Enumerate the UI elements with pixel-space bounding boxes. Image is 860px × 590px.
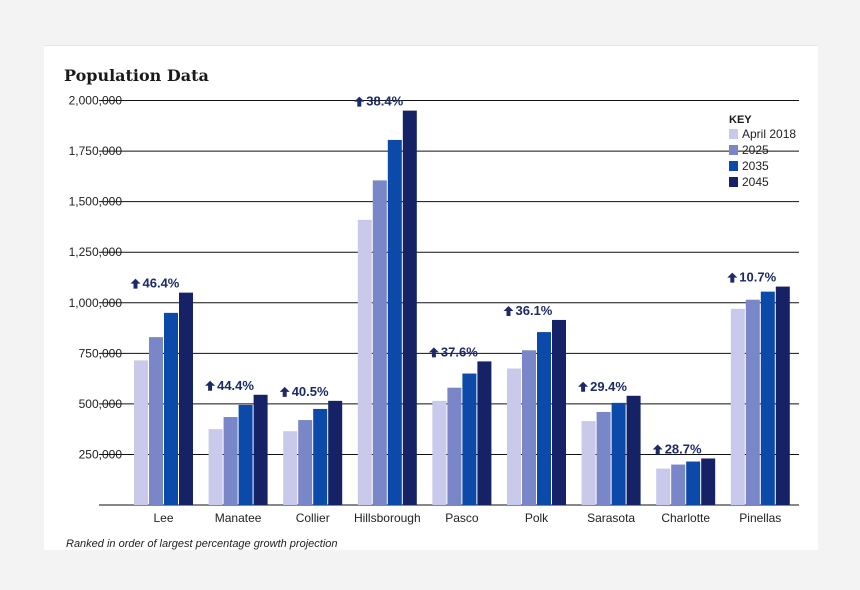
- x-tick-label: Pasco: [445, 511, 479, 525]
- legend-swatch: [729, 177, 738, 187]
- legend-label: 2035: [742, 159, 769, 173]
- legend-title: KEY: [729, 114, 752, 126]
- up-arrow-icon: [354, 96, 365, 107]
- bar-hillsborough-2025: [372, 180, 387, 506]
- growth-value: 10.7%: [739, 270, 776, 285]
- growth-label: 28.7%: [652, 441, 702, 456]
- y-tick-label: 500,000: [79, 397, 123, 411]
- y-tick-label: 1,000,000: [69, 296, 123, 310]
- bar-polk-2025: [522, 350, 536, 505]
- bar-sarasota-2035: [611, 402, 626, 505]
- growth-labels: 46.4% 44.4% 40.5% 38.4% 37.6% 36.1% 29.4% 28.7%…: [130, 94, 777, 456]
- bar-pinellas-april-2018: [730, 308, 745, 505]
- bar-charlotte-april-2018: [656, 468, 671, 505]
- legend: KEY April 2018 2025 2035 2045: [729, 114, 796, 189]
- up-arrow-icon: [428, 347, 439, 358]
- bar-charlotte-2035: [686, 461, 701, 505]
- chart-card: Population Data 250,000 500,000 750,000 1,0…: [44, 45, 818, 550]
- growth-label: 10.7%: [727, 270, 777, 285]
- bar-polk-2035: [537, 332, 551, 505]
- growth-label: 38.4%: [354, 94, 404, 109]
- bar-lee-2035: [164, 312, 178, 505]
- y-axis-ticks: 250,000 500,000 750,000 1,000,000 1,250,000 1…: [69, 94, 123, 462]
- growth-label: 40.5%: [279, 384, 329, 399]
- bar-pasco-april-2018: [432, 400, 447, 505]
- x-tick-label: Manatee: [215, 511, 262, 525]
- x-tick-label: Polk: [525, 511, 549, 525]
- bar-lee-april-2018: [134, 360, 148, 505]
- bar-collier-2045: [328, 400, 343, 505]
- bar-manatee-2035: [238, 404, 253, 505]
- growth-label: 36.1%: [503, 303, 553, 318]
- bar-lee-2045: [179, 292, 193, 505]
- bar-collier-2035: [313, 408, 328, 505]
- legend-swatch: [729, 145, 738, 155]
- up-arrow-icon: [279, 386, 290, 397]
- bar-manatee-2025: [223, 417, 238, 505]
- growth-value: 38.4%: [366, 94, 403, 109]
- bar-polk-2045: [552, 319, 566, 505]
- bar-lee-2025: [149, 337, 163, 505]
- bar-pasco-2025: [447, 387, 462, 505]
- bar-sarasota-2025: [596, 411, 611, 505]
- bar-polk-april-2018: [507, 368, 521, 505]
- y-tick-label: 1,250,000: [69, 245, 123, 259]
- up-arrow-icon: [578, 381, 589, 392]
- chart-title: Population Data: [64, 66, 209, 85]
- up-arrow-icon: [130, 278, 141, 289]
- bars: [134, 110, 790, 506]
- bar-pinellas-2035: [760, 291, 775, 505]
- bar-pinellas-2025: [745, 299, 760, 505]
- bar-manatee-april-2018: [208, 429, 223, 505]
- growth-label: 29.4%: [578, 379, 627, 394]
- legend-swatch: [729, 129, 738, 139]
- category-labels: Lee Manatee Collier Hillsborough Pasco Polk Sa…: [153, 511, 781, 525]
- growth-value: 37.6%: [441, 344, 478, 359]
- y-tick-label: 750,000: [79, 346, 123, 360]
- bar-collier-2025: [298, 420, 313, 505]
- bar-hillsborough-2035: [387, 139, 402, 505]
- bar-pinellas-2045: [775, 286, 790, 505]
- y-tick-label: 1,500,000: [69, 195, 123, 209]
- bar-collier-april-2018: [283, 431, 298, 505]
- bar-pasco-2045: [477, 361, 492, 505]
- bar-charlotte-2025: [671, 464, 686, 505]
- legend-swatch: [729, 161, 738, 171]
- growth-value: 40.5%: [292, 384, 329, 399]
- x-tick-label: Charlotte: [661, 511, 710, 525]
- growth-value: 28.7%: [665, 441, 702, 456]
- legend-label: 2045: [742, 175, 769, 189]
- y-tick-label: 2,000,000: [69, 94, 123, 108]
- chart-svg: Population Data 250,000 500,000 750,000 1,0…: [64, 66, 799, 550]
- footnote: Ranked in order of largest percentage gr…: [66, 538, 338, 550]
- growth-label: 37.6%: [428, 344, 478, 359]
- x-tick-label: Collier: [296, 511, 330, 525]
- bar-hillsborough-2045: [402, 110, 417, 506]
- x-tick-label: Lee: [153, 511, 173, 525]
- x-tick-label: Hillsborough: [354, 511, 421, 525]
- y-tick-label: 250,000: [79, 447, 123, 461]
- growth-value: 29.4%: [590, 379, 627, 394]
- y-tick-label: 1,750,000: [69, 144, 123, 158]
- x-tick-label: Sarasota: [587, 511, 635, 525]
- bar-sarasota-2045: [626, 395, 641, 505]
- up-arrow-icon: [205, 380, 216, 391]
- bar-charlotte-2045: [701, 458, 716, 505]
- growth-value: 46.4%: [143, 276, 180, 291]
- bar-manatee-2045: [253, 394, 268, 505]
- legend-label: 2025: [742, 143, 769, 157]
- bar-sarasota-april-2018: [581, 421, 596, 505]
- growth-value: 44.4%: [217, 378, 254, 393]
- up-arrow-icon: [727, 272, 738, 283]
- up-arrow-icon: [503, 305, 514, 316]
- bar-hillsborough-april-2018: [357, 219, 372, 505]
- growth-value: 36.1%: [516, 303, 553, 318]
- bar-pasco-2035: [462, 373, 477, 505]
- x-tick-label: Pinellas: [739, 511, 781, 525]
- up-arrow-icon: [652, 444, 663, 455]
- growth-label: 46.4%: [130, 276, 180, 291]
- growth-label: 44.4%: [205, 378, 254, 393]
- legend-label: April 2018: [742, 127, 796, 141]
